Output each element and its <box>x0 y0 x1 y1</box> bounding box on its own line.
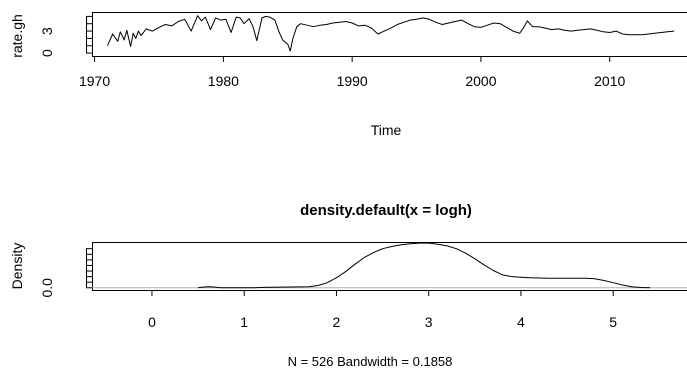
x-tick-label: 2 <box>333 314 341 330</box>
x-tick-label: 3 <box>425 314 433 330</box>
y-axis-label: Density <box>9 243 25 290</box>
x-tick-label: 4 <box>517 314 525 330</box>
x-tick-label: 5 <box>609 314 617 330</box>
x-tick-label: 0 <box>148 314 156 330</box>
density-panel: density.default(x = logh) Density N = 52… <box>9 202 687 369</box>
plot-frame <box>92 242 687 291</box>
x-tick-label: 1980 <box>208 73 239 89</box>
y-tick-label: 3 <box>39 27 55 35</box>
y-tick-label: 0 <box>39 49 55 57</box>
x-axis-label: N = 526 Bandwidth = 0.1858 <box>288 354 453 369</box>
y-axis-label: rate.gh <box>9 14 25 58</box>
chart-title: density.default(x = logh) <box>300 202 472 219</box>
x-tick-label: 1990 <box>337 73 368 89</box>
density-curve <box>198 242 651 289</box>
rate-series-line <box>107 15 675 52</box>
x-tick-label: 2010 <box>594 73 625 89</box>
y-tick-label: 0.0 <box>39 278 55 298</box>
x-tick-label: 1970 <box>79 73 110 89</box>
x-tick-label: 2000 <box>465 73 496 89</box>
x-axis-label: Time <box>371 122 402 138</box>
time-series-panel: rate.gh Time 1970 1980 1990 2000 2010 0 3 <box>9 12 687 138</box>
plot-frame <box>92 12 687 57</box>
x-tick-label: 1 <box>240 314 248 330</box>
